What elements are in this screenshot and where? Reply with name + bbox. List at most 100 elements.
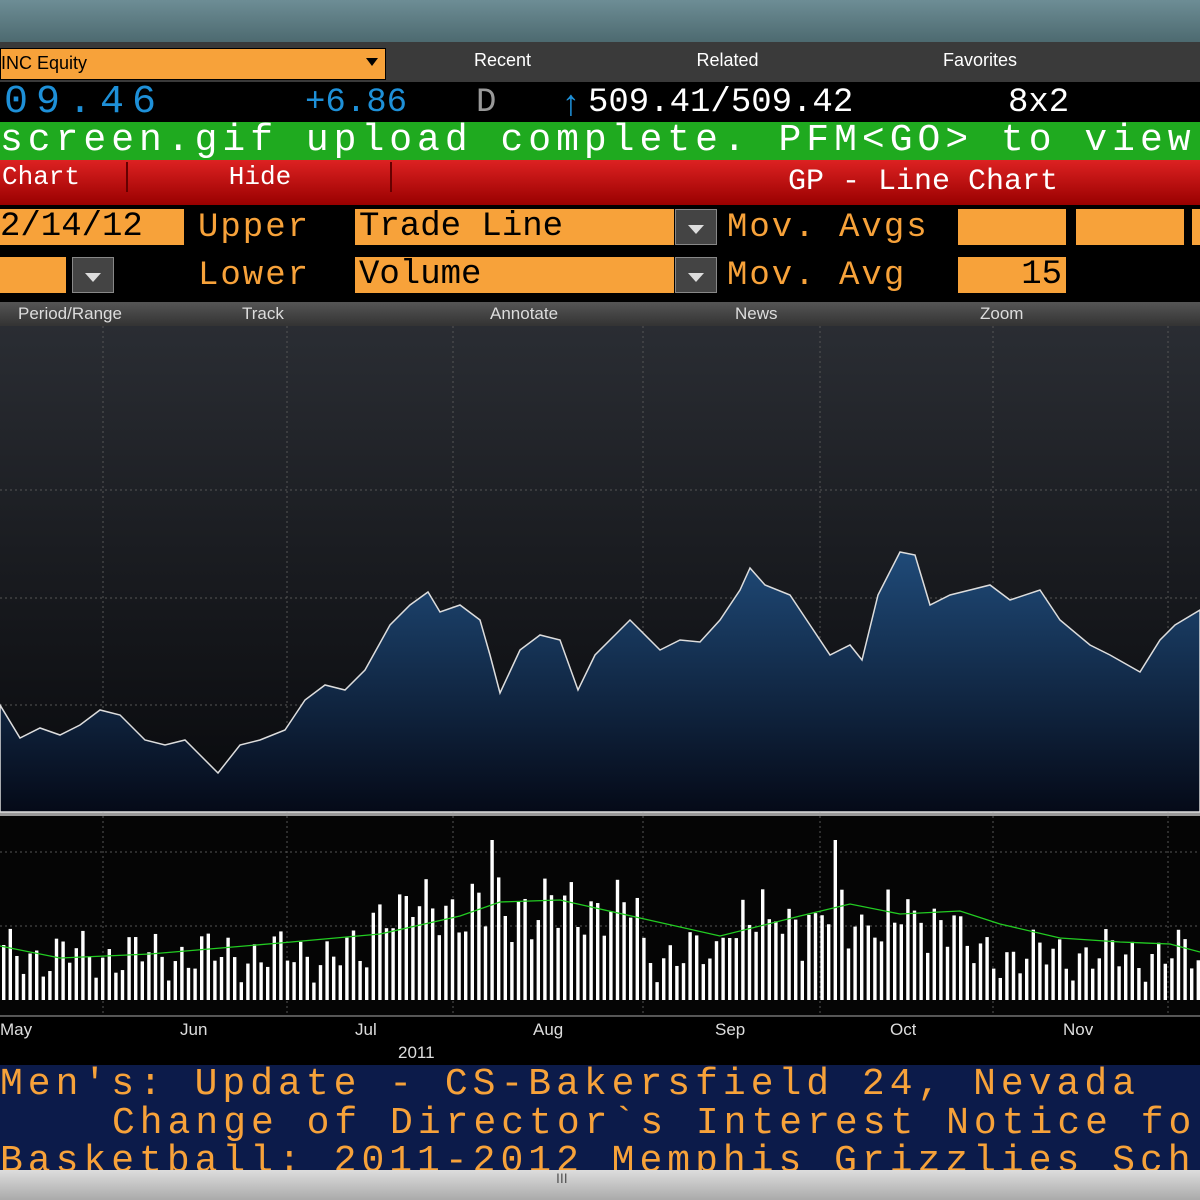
volume-bar bbox=[417, 906, 422, 1000]
volume-bar bbox=[444, 905, 448, 1000]
volume-bar bbox=[94, 977, 98, 1000]
volume-bar bbox=[965, 945, 969, 1000]
volume-bar bbox=[160, 956, 164, 1000]
volume-bar bbox=[186, 967, 191, 1000]
zoom-button[interactable]: Zoom bbox=[980, 304, 1024, 323]
chart-tab[interactable]: Chart bbox=[2, 162, 128, 192]
volume-bar bbox=[206, 933, 210, 1000]
volume-bar bbox=[820, 915, 824, 1000]
change: +6.86 bbox=[305, 84, 408, 122]
volume-bar bbox=[549, 895, 554, 1000]
volume-bar bbox=[147, 952, 151, 1000]
volume-bar bbox=[615, 879, 620, 1000]
security-dropdown[interactable]: INC Equity bbox=[0, 48, 386, 80]
volume-bar bbox=[299, 941, 303, 1000]
volume-bar bbox=[952, 915, 956, 1000]
upper-field[interactable]: Trade Line bbox=[355, 209, 674, 245]
volume-bar bbox=[695, 935, 699, 1000]
volume-bar bbox=[167, 980, 171, 1000]
volume-bar bbox=[668, 945, 672, 1000]
volume-bar bbox=[285, 960, 290, 1000]
upper-label: Upper bbox=[198, 209, 311, 247]
period-range-button[interactable]: Period/Range bbox=[18, 304, 122, 323]
volume-bar bbox=[945, 946, 950, 1000]
volume-bar bbox=[411, 916, 415, 1000]
avg-field[interactable] bbox=[958, 209, 1066, 245]
volume-bar bbox=[15, 955, 19, 1000]
volume-bar bbox=[1091, 968, 1095, 1000]
month-label: Oct bbox=[890, 1020, 917, 1039]
lower-period[interactable] bbox=[0, 257, 66, 293]
volume-bar bbox=[833, 840, 837, 1000]
volume-bar bbox=[279, 931, 283, 1000]
volume-bar bbox=[365, 967, 369, 1000]
volume-bar bbox=[358, 960, 362, 1000]
volume-bar bbox=[780, 933, 785, 1000]
volume-bar bbox=[470, 883, 474, 1000]
volume-bar bbox=[252, 944, 257, 1000]
volume-bar bbox=[483, 926, 488, 1000]
month-label: May bbox=[0, 1020, 33, 1039]
volume-bar bbox=[622, 902, 626, 1000]
related-tab[interactable]: Related bbox=[696, 50, 759, 70]
volume-bar bbox=[932, 908, 936, 1000]
volume-bar bbox=[1183, 939, 1187, 1000]
volume-bar bbox=[41, 976, 45, 1000]
news-button[interactable]: News bbox=[735, 304, 778, 323]
volume-bar bbox=[351, 930, 356, 1000]
volume-bar bbox=[120, 970, 125, 1000]
scrollbar[interactable] bbox=[0, 1170, 1200, 1200]
volume-bar bbox=[866, 925, 870, 1000]
volume-bar bbox=[1011, 951, 1016, 1000]
volume-bar bbox=[1097, 958, 1101, 1000]
volume-bar bbox=[107, 949, 111, 1000]
volume-bar bbox=[378, 904, 382, 1000]
volume-bar bbox=[906, 899, 910, 1000]
volume-bar bbox=[450, 899, 455, 1000]
period-dropdown[interactable] bbox=[72, 257, 114, 293]
volume-average bbox=[0, 899, 1200, 959]
volume-bar bbox=[1143, 981, 1148, 1000]
volume-bar bbox=[114, 972, 118, 1000]
favorites-tab[interactable]: Favorites bbox=[942, 50, 1018, 70]
annotate-button[interactable]: Annotate bbox=[490, 304, 559, 323]
volume-bar bbox=[688, 932, 692, 1000]
month-label: Jun bbox=[180, 1020, 208, 1039]
volume-bar bbox=[1031, 929, 1035, 1000]
volume-bar bbox=[1077, 953, 1082, 1000]
volume-bar bbox=[556, 927, 560, 1000]
volume-bar bbox=[754, 931, 758, 1000]
volume-bar bbox=[1196, 960, 1200, 1000]
avg-value[interactable]: 15 bbox=[958, 257, 1066, 293]
volume-bar bbox=[35, 950, 39, 1000]
volume-bar bbox=[919, 922, 923, 1000]
volume-bar bbox=[246, 963, 250, 1000]
volume-bar bbox=[173, 961, 177, 1000]
hide-tab[interactable]: Hide bbox=[130, 162, 392, 192]
volume-bar bbox=[576, 926, 580, 1000]
flag: D bbox=[476, 84, 497, 122]
avg-field[interactable] bbox=[1192, 209, 1200, 245]
volume-bar bbox=[1025, 958, 1029, 1000]
volume-bar bbox=[1110, 940, 1115, 1000]
volume-bar bbox=[497, 877, 501, 1000]
volume-bar bbox=[1064, 968, 1068, 1000]
volume-bar bbox=[675, 965, 679, 1000]
date-field[interactable]: 2/14/12 bbox=[0, 209, 184, 245]
volume-bar bbox=[457, 932, 461, 1000]
volume-bar bbox=[371, 912, 375, 1000]
volume-bar bbox=[800, 960, 804, 1000]
lower-field[interactable]: Volume bbox=[355, 257, 674, 293]
avgs-label: Mov. Avgs bbox=[727, 209, 929, 247]
volume-bar bbox=[213, 960, 217, 1000]
bid-ask: 509.41/509.42 bbox=[588, 84, 854, 122]
upper-dropdown[interactable] bbox=[675, 209, 717, 245]
avg-field[interactable] bbox=[1076, 209, 1184, 245]
volume-bar bbox=[1018, 973, 1022, 1000]
track-button[interactable]: Track bbox=[242, 304, 284, 323]
lower-dropdown[interactable] bbox=[675, 257, 717, 293]
recent-tab[interactable]: Recent bbox=[473, 50, 532, 70]
volume-bar bbox=[464, 931, 468, 1000]
volume-bar bbox=[813, 913, 818, 1000]
